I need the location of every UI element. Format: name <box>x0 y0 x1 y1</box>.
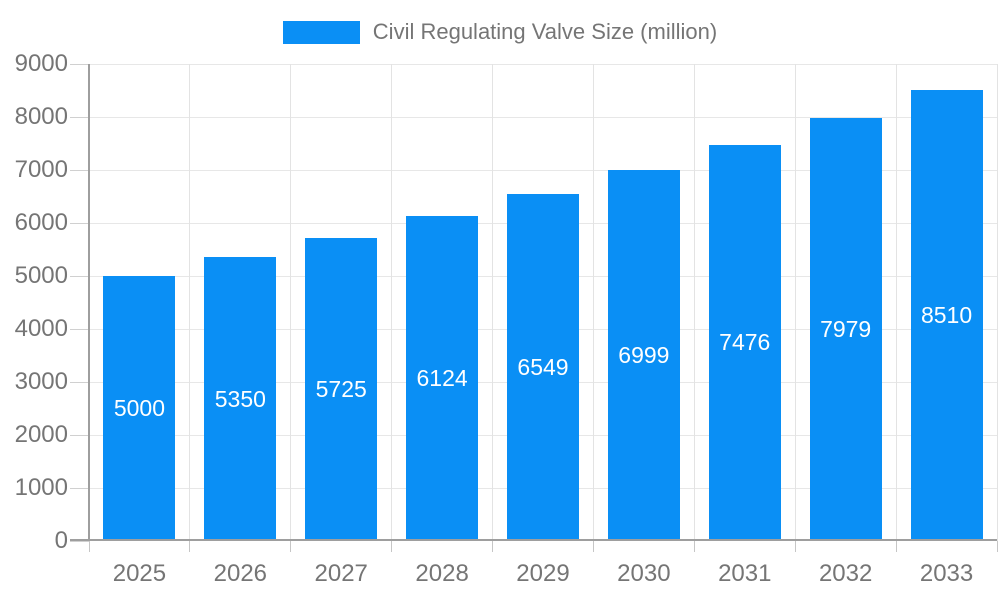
bar-value-label: 6124 <box>416 365 468 392</box>
plot-area: 5000 5350 5725 6124 6549 6999 7476 7979 8510 <box>70 63 998 552</box>
bar: 5725 <box>305 237 378 541</box>
y-axis-tick <box>70 275 89 277</box>
y-axis-tick <box>70 434 89 436</box>
x-tick-label: 2032 <box>818 560 873 587</box>
h-gridline <box>89 63 997 65</box>
bar: 6124 <box>406 216 479 541</box>
x-axis-tick <box>794 541 796 552</box>
y-tick-label: 8000 <box>14 103 68 130</box>
y-tick-label: 2000 <box>14 421 68 448</box>
bar-value-label: 6549 <box>517 353 569 380</box>
x-axis-tick <box>693 541 695 552</box>
v-gridline <box>290 64 292 541</box>
x-axis-tick <box>391 541 393 552</box>
y-tick-label: 7000 <box>14 156 68 183</box>
bar: 7979 <box>809 118 882 541</box>
legend-item[interactable]: Civil Regulating Valve Size (million) <box>282 19 718 45</box>
bar-value-label: 5725 <box>315 375 367 402</box>
h-gridline <box>89 116 997 118</box>
v-gridline <box>391 64 393 541</box>
x-tick-label: 2028 <box>415 560 469 587</box>
y-tick-label: 4000 <box>14 315 68 342</box>
x-axis-tick <box>895 541 897 552</box>
bar-value-label: 8510 <box>920 301 973 328</box>
y-axis-tick <box>70 540 89 542</box>
x-axis-tick <box>996 541 998 552</box>
x-axis-tick <box>492 541 494 552</box>
bar: 5000 <box>103 276 176 541</box>
bar: 6549 <box>507 193 579 541</box>
bar: 6999 <box>607 170 680 541</box>
bar-value-label: 7476 <box>719 329 771 356</box>
y-axis-tick <box>70 116 89 118</box>
y-tick-label: 1000 <box>14 474 68 501</box>
x-axis-tick <box>592 541 594 552</box>
y-tick-label: 0 <box>54 527 68 554</box>
x-tick-label: 2030 <box>617 560 671 587</box>
y-axis-tick <box>70 487 89 489</box>
y-axis-tick <box>70 169 89 171</box>
y-tick-label: 5000 <box>14 262 68 289</box>
bar: 7476 <box>708 144 781 541</box>
x-tick-label: 2027 <box>314 560 368 587</box>
bar: 8510 <box>910 89 983 541</box>
bar-value-label: 6999 <box>618 342 670 369</box>
v-gridline <box>794 64 796 541</box>
v-gridline <box>996 64 998 541</box>
y-axis-tick <box>70 222 89 224</box>
x-axis-tick <box>88 541 90 552</box>
legend-label: Civil Regulating Valve Size (million) <box>372 19 718 44</box>
y-axis-line <box>88 64 90 541</box>
x-tick-label: 2029 <box>516 560 570 587</box>
bar: 5350 <box>204 257 277 541</box>
chart-legend: Civil Regulating Valve Size (million) <box>0 19 1000 45</box>
x-tick-label: 2033 <box>919 560 974 587</box>
bar-value-label: 5000 <box>113 395 166 421</box>
bar-value-label: 7979 <box>820 316 872 343</box>
v-gridline <box>592 64 594 541</box>
v-gridline <box>895 64 897 541</box>
y-axis-tick <box>70 328 89 330</box>
x-axis-line <box>70 539 997 541</box>
y-tick-label: 3000 <box>14 368 68 395</box>
y-axis-tick <box>70 381 89 383</box>
v-gridline <box>492 64 494 541</box>
x-axis-tick <box>189 541 191 552</box>
bar-value-label: 5350 <box>214 385 266 412</box>
v-gridline <box>693 64 695 541</box>
legend-swatch-icon <box>282 20 360 44</box>
h-gridline <box>89 169 997 171</box>
y-axis-tick <box>70 63 89 65</box>
y-tick-label: 6000 <box>14 209 68 236</box>
x-axis-tick <box>290 541 292 552</box>
x-tick-label: 2025 <box>112 560 167 587</box>
x-tick-label: 2026 <box>213 560 268 587</box>
v-gridline <box>189 64 191 541</box>
y-tick-label: 9000 <box>14 50 68 77</box>
x-tick-label: 2031 <box>718 560 772 587</box>
